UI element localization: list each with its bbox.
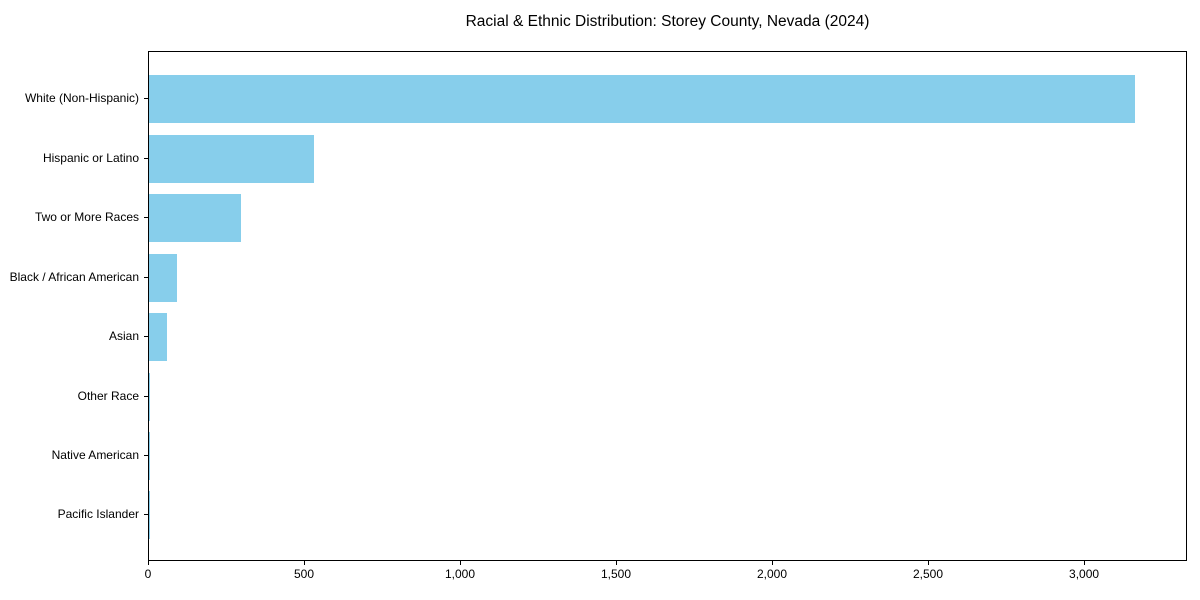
y-axis-tick bbox=[144, 336, 148, 338]
y-axis-tick bbox=[144, 514, 148, 516]
y-axis-tick bbox=[144, 217, 148, 219]
x-axis-tick bbox=[304, 561, 305, 565]
x-axis-tick bbox=[616, 561, 618, 565]
bar bbox=[149, 313, 168, 362]
y-axis-label: Two or More Races bbox=[34, 210, 139, 225]
y-axis-label: Other Race bbox=[77, 388, 139, 403]
bar bbox=[149, 253, 178, 302]
y-axis-label: White (Non-Hispanic) bbox=[24, 91, 139, 106]
bar bbox=[149, 75, 1136, 124]
y-axis-tick bbox=[144, 276, 148, 278]
y-axis-label: Hispanic or Latino bbox=[42, 150, 139, 165]
y-axis-tick bbox=[144, 98, 148, 100]
x-axis-label: 3,000 bbox=[1069, 567, 1100, 581]
x-axis-tick bbox=[1084, 561, 1086, 565]
bar bbox=[149, 194, 241, 243]
y-axis-label: Black / African American bbox=[9, 269, 139, 284]
chart-title: Racial & Ethnic Distribution: Storey Cou… bbox=[465, 13, 870, 30]
x-axis-tick bbox=[148, 561, 149, 565]
x-axis-tick bbox=[928, 561, 930, 565]
bar bbox=[149, 134, 315, 183]
y-axis-label: Native American bbox=[51, 447, 139, 462]
y-axis-tick bbox=[144, 157, 148, 159]
y-axis-tick bbox=[144, 454, 148, 456]
x-axis-label: 1,000 bbox=[444, 567, 476, 581]
x-axis-tick bbox=[460, 561, 461, 565]
x-axis-label: 1,500 bbox=[601, 567, 632, 581]
x-axis-label: 500 bbox=[293, 567, 315, 581]
x-axis-label: 2,000 bbox=[757, 567, 788, 581]
y-axis-label: Asian bbox=[108, 329, 139, 344]
bar bbox=[149, 372, 151, 421]
x-axis-label: 2,500 bbox=[913, 567, 944, 581]
plot-area bbox=[148, 51, 1187, 561]
y-axis-label: Pacific Islander bbox=[57, 507, 139, 522]
x-axis-tick bbox=[772, 561, 774, 565]
x-axis-label: 0 bbox=[144, 567, 152, 581]
y-axis-tick bbox=[144, 395, 148, 397]
bar bbox=[149, 431, 150, 480]
